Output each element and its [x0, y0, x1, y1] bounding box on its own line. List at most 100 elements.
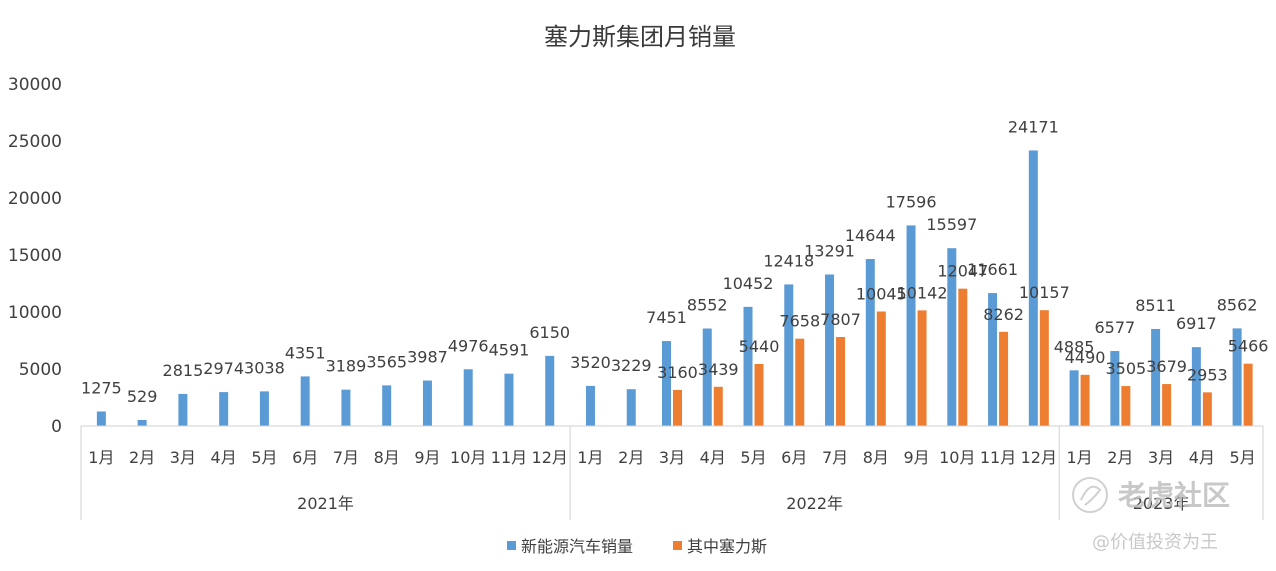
year-group-label: 2022年	[786, 494, 843, 513]
data-label-series-2: 10157	[1019, 283, 1070, 302]
x-tick-label: 3月	[1148, 448, 1174, 467]
bar-series-2	[917, 310, 927, 426]
y-tick-label: 30000	[8, 75, 62, 95]
bar-series-1	[382, 385, 392, 426]
data-label-series-2: 10142	[897, 283, 948, 302]
data-label-series-1: 3229	[611, 356, 652, 375]
x-tick-label: 11月	[491, 448, 527, 467]
x-tick-label: 12月	[532, 448, 568, 467]
data-label-series-1: 3189	[326, 357, 367, 376]
x-tick-label: 4月	[211, 448, 237, 467]
bars	[96, 150, 1253, 426]
data-label-series-2: 5466	[1228, 337, 1269, 356]
data-label-series-2: 2953	[1187, 365, 1228, 384]
y-tick-label: 5000	[19, 360, 62, 380]
data-label-series-2: 5440	[739, 337, 780, 356]
bar-series-1	[1191, 347, 1201, 426]
x-tick-label: 4月	[700, 448, 726, 467]
year-group-label: 2023年	[1133, 494, 1190, 513]
x-tick-label: 4月	[1189, 448, 1215, 467]
x-tick-label: 5月	[740, 448, 766, 467]
legend-swatch	[507, 541, 516, 550]
watermark-logo-icon	[1072, 477, 1108, 513]
bar-series-1	[259, 391, 269, 426]
data-label-series-1: 6917	[1176, 314, 1217, 333]
y-tick-label: 20000	[8, 189, 62, 209]
x-tick-label: 11月	[980, 448, 1016, 467]
bar-series-1	[1151, 328, 1161, 426]
x-tick-label: 10月	[450, 448, 486, 467]
legend-label: 其中塞力斯	[687, 537, 767, 556]
bar-series-1	[219, 392, 229, 426]
bar-series-1	[906, 225, 916, 426]
bar-series-1	[865, 259, 875, 426]
data-label-series-1: 3987	[407, 348, 448, 367]
x-tick-label: 12月	[1021, 448, 1057, 467]
data-label-series-1: 4591	[489, 341, 530, 360]
bar-series-1	[300, 376, 310, 426]
x-tick-label: 8月	[374, 448, 400, 467]
y-tick-label: 10000	[8, 303, 62, 323]
bar-series-1	[504, 373, 514, 426]
x-tick-label: 5月	[1230, 448, 1256, 467]
data-label-series-1: 24171	[1008, 117, 1059, 136]
legend-swatch	[673, 541, 682, 550]
legend-label: 新能源汽车销量	[521, 537, 633, 556]
x-tick-label: 9月	[903, 448, 929, 467]
data-label-series-2: 12047	[937, 262, 988, 281]
data-label-series-1: 2974	[203, 359, 244, 378]
bar-series-2	[999, 331, 1009, 426]
data-label-series-2: 3439	[698, 360, 739, 379]
x-tick-label: 1月	[1066, 448, 1092, 467]
data-label-series-1: 6577	[1094, 318, 1135, 337]
x-tick-label: 2月	[1107, 448, 1133, 467]
bar-series-2	[673, 389, 682, 426]
data-label-series-1: 3038	[244, 358, 285, 377]
data-label-series-1: 4351	[285, 343, 326, 362]
bar-series-2	[1039, 310, 1049, 426]
data-label-series-1: 8511	[1135, 296, 1176, 315]
bar-series-2	[795, 338, 805, 426]
data-label-series-1: 7451	[646, 308, 687, 327]
x-tick-label: 6月	[781, 448, 807, 467]
data-label-series-1: 6150	[529, 323, 570, 342]
bar-series-2	[876, 311, 886, 426]
bar-series-1	[662, 341, 671, 426]
data-label-series-1: 4976	[448, 336, 489, 355]
bar-series-2	[1202, 392, 1212, 426]
data-label-series-1: 17596	[886, 192, 937, 211]
data-label-series-1: 8552	[687, 296, 728, 315]
y-tick-label: 0	[51, 417, 62, 437]
bar-series-2	[1243, 363, 1253, 426]
y-axis: 0 5000 10000 15000 20000 25000 30000	[8, 75, 62, 437]
data-label-series-1: 3520	[570, 353, 611, 372]
bar-series-1	[988, 293, 998, 426]
x-tick-label: 3月	[170, 448, 196, 467]
bar-series-1	[626, 389, 636, 426]
x-tick-label: 2月	[129, 448, 155, 467]
data-label-series-1: 2815	[163, 361, 204, 380]
bar-series-2	[1162, 384, 1172, 426]
data-label-series-1: 13291	[804, 241, 855, 260]
x-tick-label: 10月	[939, 448, 975, 467]
bar-series-1	[784, 284, 794, 426]
data-label-series-2: 4490	[1065, 348, 1106, 367]
chart-title: 塞力斯集团月销量	[544, 23, 736, 51]
bar-series-1	[341, 389, 351, 426]
bar-series-1	[178, 393, 188, 426]
bar-series-1	[585, 385, 595, 426]
data-label-series-1: 10452	[723, 274, 774, 293]
data-label-series-1: 8562	[1217, 295, 1258, 314]
bar-series-1	[947, 248, 957, 426]
x-tick-label: 3月	[659, 448, 685, 467]
x-axis: 1月 2月 3月 4月 5月 6月 7月 8月 9月 10月 11月 12月 1月 2月 3月 4月 5月 6月 7…	[80, 425, 1264, 520]
data-label-series-2: 7658	[779, 312, 820, 331]
bar-series-1	[96, 411, 106, 426]
watermark-site: 老虎社区	[1118, 479, 1230, 512]
data-label-series-1: 4885	[1054, 337, 1095, 356]
data-label-series-1: 12418	[763, 251, 814, 270]
data-label-series-1: 529	[127, 387, 158, 406]
y-tick-label: 15000	[8, 246, 62, 266]
